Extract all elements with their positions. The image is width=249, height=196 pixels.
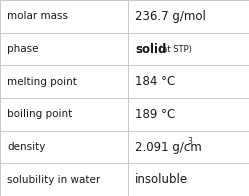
Text: 2.091 g/cm: 2.091 g/cm: [135, 141, 202, 153]
Text: phase: phase: [7, 44, 39, 54]
Text: insoluble: insoluble: [135, 173, 188, 186]
Text: molar mass: molar mass: [7, 11, 68, 21]
Text: 189 °C: 189 °C: [135, 108, 176, 121]
Text: solubility in water: solubility in water: [7, 175, 100, 185]
Text: 3: 3: [187, 137, 192, 146]
Text: boiling point: boiling point: [7, 109, 72, 119]
Text: solid: solid: [135, 43, 167, 55]
Text: 184 °C: 184 °C: [135, 75, 176, 88]
Text: density: density: [7, 142, 45, 152]
Text: 236.7 g/mol: 236.7 g/mol: [135, 10, 206, 23]
Text: melting point: melting point: [7, 77, 77, 87]
Text: (at STP): (at STP): [159, 44, 192, 54]
